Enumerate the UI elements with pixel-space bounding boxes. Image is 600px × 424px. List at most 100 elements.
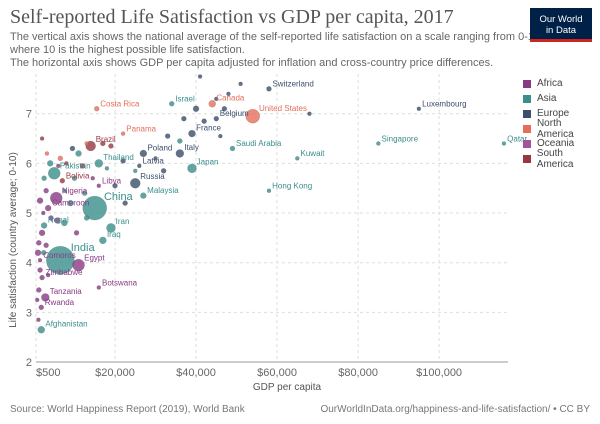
data-point[interactable] (56, 163, 61, 169)
data-point[interactable] (245, 108, 261, 124)
data-point[interactable] (266, 86, 272, 92)
data-point[interactable] (79, 163, 86, 169)
data-point[interactable] (83, 215, 90, 221)
data-point[interactable] (96, 285, 102, 290)
data-point[interactable] (69, 145, 76, 152)
legend-item-africa[interactable]: Africa (523, 76, 600, 91)
data-point[interactable] (226, 91, 231, 97)
data-point[interactable] (94, 106, 100, 112)
data-point[interactable] (137, 163, 142, 169)
data-point[interactable] (160, 168, 167, 174)
data-point[interactable] (229, 145, 236, 152)
data-point[interactable] (94, 159, 104, 168)
data-point[interactable] (99, 236, 107, 245)
data-point[interactable] (187, 163, 197, 174)
data-point[interactable] (73, 230, 80, 236)
data-point[interactable] (164, 133, 171, 139)
data-point[interactable] (238, 81, 243, 87)
data-point[interactable] (197, 74, 203, 79)
data-point[interactable] (38, 304, 45, 311)
legend-item-north-america[interactable]: North America (523, 118, 600, 140)
data-point[interactable] (54, 217, 61, 224)
data-point[interactable] (96, 183, 102, 188)
data-point[interactable] (44, 151, 50, 156)
data-point[interactable] (46, 245, 75, 275)
legend-item-south-america[interactable]: South America (523, 148, 600, 170)
data-point[interactable] (44, 204, 52, 212)
data-point[interactable] (104, 166, 110, 171)
data-point[interactable] (62, 188, 67, 193)
data-point[interactable] (175, 149, 185, 158)
source-url-link[interactable]: OurWorldInData.org/happiness-and-life-sa… (320, 404, 590, 415)
data-point[interactable] (266, 188, 272, 193)
data-point[interactable] (208, 100, 216, 108)
data-point[interactable] (214, 96, 219, 102)
data-point[interactable] (41, 210, 46, 216)
data-point[interactable] (72, 258, 85, 272)
data-point[interactable] (43, 187, 49, 194)
data-point[interactable] (218, 133, 223, 139)
data-point[interactable] (50, 191, 63, 205)
data-point[interactable] (37, 267, 43, 273)
data-point[interactable] (130, 177, 141, 189)
data-point[interactable] (48, 215, 54, 221)
data-point[interactable] (112, 182, 118, 189)
data-point[interactable] (46, 160, 54, 167)
data-point[interactable] (71, 175, 78, 182)
data-point[interactable] (106, 223, 116, 233)
data-point[interactable] (34, 249, 42, 257)
data-point[interactable] (181, 115, 187, 122)
data-point[interactable] (153, 156, 158, 161)
data-point[interactable] (64, 161, 69, 166)
data-point[interactable] (37, 325, 46, 334)
data-point[interactable] (201, 118, 207, 124)
data-point[interactable] (501, 141, 507, 146)
data-point[interactable] (43, 242, 49, 249)
data-point[interactable] (34, 297, 40, 303)
data-point[interactable] (84, 141, 89, 146)
data-point[interactable] (140, 192, 147, 199)
data-point[interactable] (59, 178, 66, 184)
data-point[interactable] (75, 150, 82, 157)
legend-item-asia[interactable]: Asia (523, 91, 600, 106)
data-point[interactable] (41, 293, 50, 302)
data-point[interactable] (36, 197, 44, 204)
data-point[interactable] (295, 156, 300, 161)
data-point[interactable] (36, 240, 42, 246)
data-point[interactable] (192, 105, 200, 113)
data-point[interactable] (37, 257, 43, 263)
data-point[interactable] (416, 106, 422, 112)
data-point[interactable] (61, 219, 68, 227)
data-point[interactable] (81, 190, 88, 196)
data-point[interactable] (36, 287, 42, 293)
data-point[interactable] (120, 158, 126, 164)
data-point[interactable] (133, 168, 138, 174)
data-point[interactable] (213, 115, 220, 122)
data-point[interactable] (376, 141, 381, 146)
data-point[interactable] (120, 131, 126, 136)
data-point[interactable] (39, 136, 45, 141)
data-point[interactable] (307, 111, 312, 116)
data-point[interactable] (45, 272, 51, 278)
data-point[interactable] (36, 317, 41, 323)
owid-logo[interactable]: Our World in Data (530, 8, 592, 42)
data-point[interactable] (39, 274, 45, 281)
data-point[interactable] (82, 195, 107, 221)
data-point[interactable] (122, 200, 128, 206)
data-point[interactable] (221, 106, 228, 112)
data-point[interactable] (41, 175, 47, 182)
data-point[interactable] (139, 149, 148, 158)
data-point[interactable] (57, 155, 64, 162)
data-point[interactable] (40, 250, 47, 256)
data-point[interactable] (47, 167, 61, 180)
data-point[interactable] (108, 143, 114, 149)
data-point[interactable] (100, 140, 106, 147)
data-point[interactable] (38, 229, 46, 237)
data-point[interactable] (40, 222, 48, 229)
legend-item-oceania[interactable]: Oceania (523, 136, 600, 151)
data-point[interactable] (168, 101, 175, 107)
legend-item-europe[interactable]: Europe (523, 106, 600, 121)
data-point[interactable] (67, 199, 74, 207)
data-point[interactable] (177, 138, 183, 144)
data-point[interactable] (90, 176, 95, 181)
